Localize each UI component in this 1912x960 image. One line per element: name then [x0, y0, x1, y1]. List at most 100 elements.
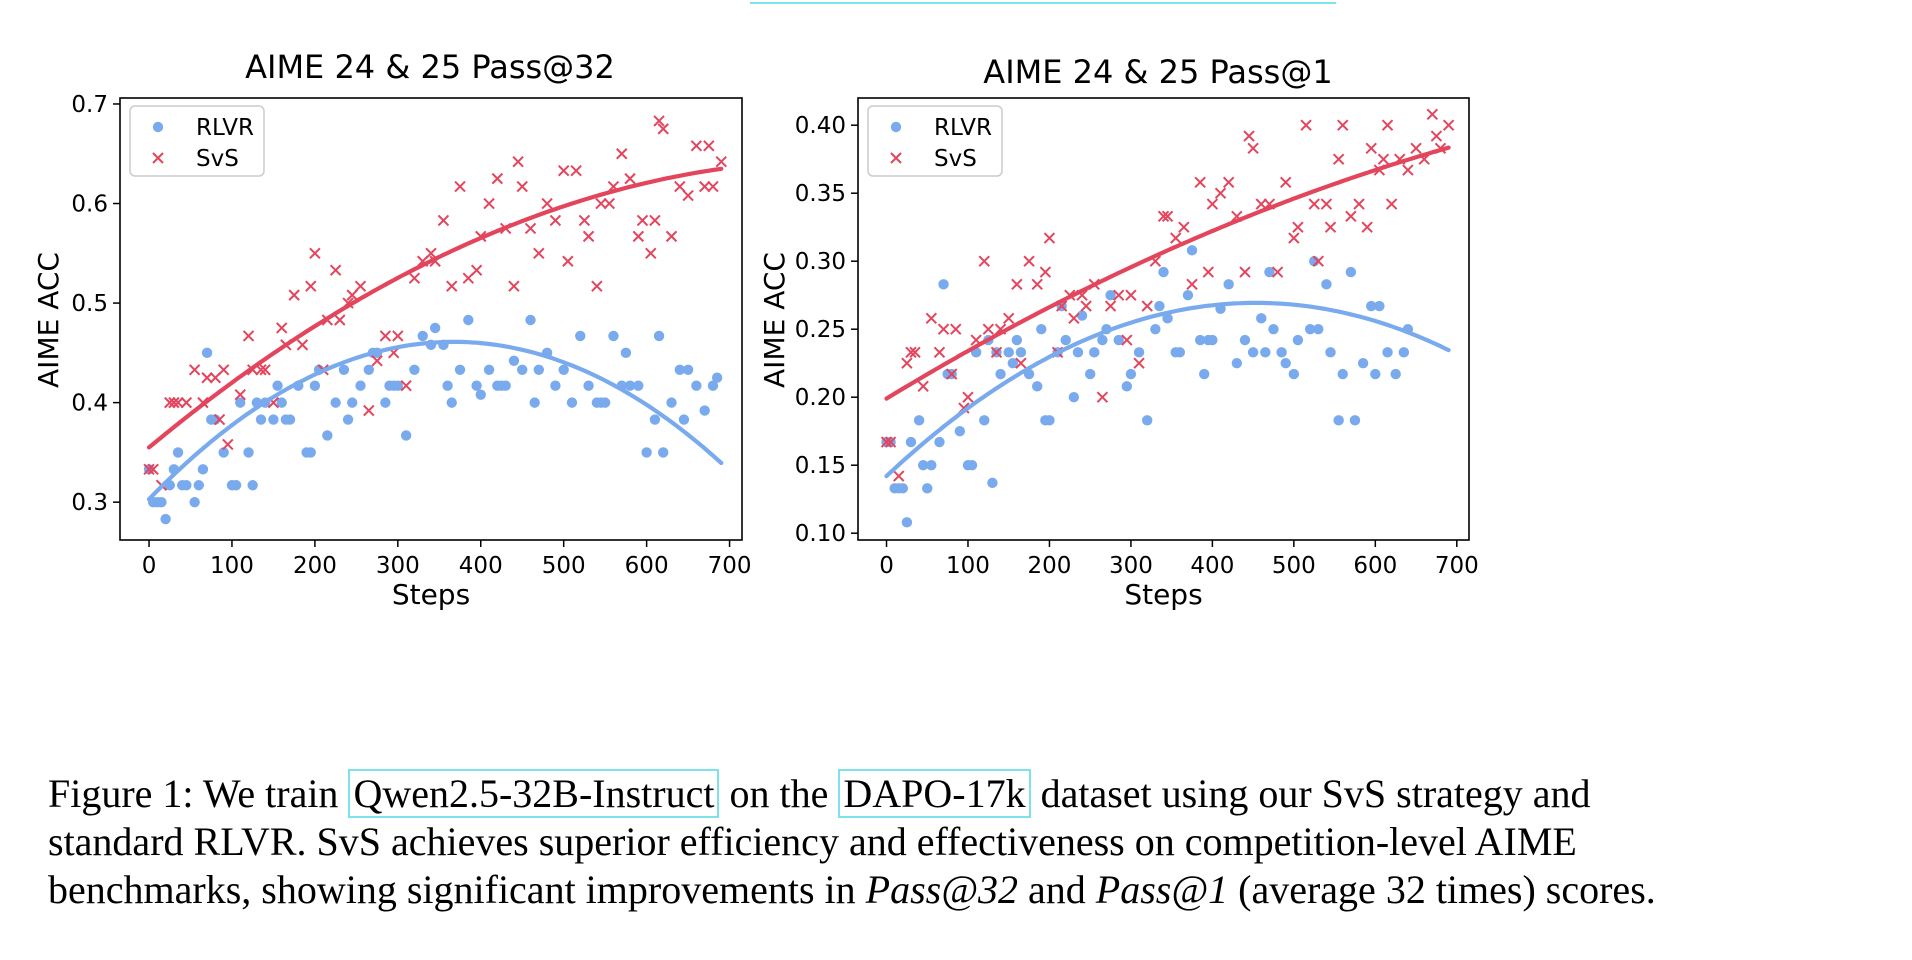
- data-point-rlvr: [922, 483, 933, 494]
- dataset-link[interactable]: DAPO-17k: [838, 769, 1031, 818]
- y-tick-label: 0.6: [71, 192, 108, 218]
- y-tick-label: 0.4: [71, 391, 108, 417]
- data-point-svs: [1255, 198, 1267, 210]
- data-point-svs: [1157, 210, 1170, 223]
- data-point-svs: [1410, 142, 1422, 155]
- data-point-svs: [595, 197, 607, 210]
- data-point-svs: [296, 339, 309, 351]
- series-svs: [143, 115, 727, 491]
- data-point-rlvr: [1231, 358, 1243, 369]
- data-point-rlvr: [934, 436, 945, 448]
- data-point-svs: [674, 180, 686, 193]
- data-point-rlvr: [1370, 368, 1381, 380]
- data-point-rlvr: [533, 364, 545, 375]
- data-point-rlvr: [483, 364, 495, 375]
- series-rlvr: [143, 314, 723, 525]
- data-point-svs: [242, 330, 255, 342]
- data-point-rlvr: [1366, 300, 1377, 312]
- data-point-svs: [508, 280, 520, 292]
- data-point-rlvr: [347, 397, 358, 408]
- data-point-svs: [1206, 198, 1219, 210]
- data-point-svs: [616, 148, 628, 160]
- legend-label-rlvr: RLVR: [196, 115, 254, 141]
- data-point-svs: [1011, 278, 1023, 291]
- data-point-rlvr: [500, 380, 511, 391]
- data-point-rlvr: [442, 380, 453, 391]
- data-point-rlvr: [1337, 368, 1348, 380]
- x-tick-label: 400: [1190, 553, 1234, 579]
- y-tick-label: 0.20: [795, 385, 846, 411]
- data-point-svs: [591, 280, 603, 292]
- data-point-rlvr: [917, 460, 929, 471]
- data-point-svs: [893, 470, 905, 482]
- data-point-svs: [1112, 289, 1125, 301]
- data-point-svs: [1239, 266, 1251, 278]
- data-point-svs: [172, 396, 184, 409]
- data-point-svs: [1003, 312, 1015, 325]
- data-point-svs: [1442, 119, 1455, 131]
- data-point-svs: [1104, 300, 1117, 312]
- data-point-svs: [901, 357, 913, 369]
- data-point-rlvr: [1182, 290, 1194, 301]
- data-point-svs: [1170, 232, 1182, 244]
- data-point-svs: [1178, 221, 1190, 233]
- data-point-svs: [937, 323, 950, 335]
- data-point-rlvr: [566, 397, 578, 408]
- data-point-rlvr: [1280, 358, 1291, 369]
- data-point-svs: [354, 280, 367, 292]
- y-tick-label: 0.40: [795, 113, 846, 139]
- data-point-rlvr: [1089, 347, 1100, 358]
- data-point-rlvr: [707, 380, 719, 391]
- data-point-rlvr: [658, 447, 669, 458]
- data-point-svs: [1324, 221, 1337, 233]
- data-point-rlvr: [1304, 324, 1316, 335]
- data-point-rlvr: [1374, 300, 1385, 312]
- data-point-svs: [491, 172, 504, 185]
- chart-title: AIME 24 & 25 Pass@1: [983, 53, 1332, 91]
- y-axis-label: AIME ACC: [758, 252, 791, 388]
- data-point-svs: [454, 180, 466, 193]
- data-point-rlvr: [1194, 334, 1206, 346]
- data-point-svs: [1308, 198, 1320, 210]
- data-point-rlvr: [508, 355, 520, 367]
- data-point-rlvr: [1313, 324, 1324, 335]
- data-point-svs: [884, 436, 897, 448]
- data-point-svs: [1365, 142, 1377, 155]
- x-tick-label: 700: [708, 553, 752, 579]
- data-point-rlvr: [218, 447, 229, 458]
- data-point-rlvr: [599, 397, 611, 408]
- x-tick-label: 500: [542, 553, 586, 579]
- data-point-rlvr: [666, 397, 677, 408]
- data-point-rlvr: [201, 347, 213, 359]
- data-point-rlvr: [1174, 347, 1185, 358]
- x-tick-label: 100: [210, 553, 254, 579]
- data-point-svs: [1271, 266, 1284, 278]
- x-axis-label: Steps: [1124, 578, 1202, 611]
- data-point-svs: [512, 156, 524, 168]
- data-point-rlvr: [1292, 334, 1304, 346]
- model-link[interactable]: Qwen2.5-32B-Instruct: [348, 769, 720, 818]
- data-point-svs: [933, 346, 946, 359]
- data-point-rlvr: [197, 464, 209, 475]
- data-point-svs: [1023, 255, 1035, 267]
- data-point-svs: [1015, 357, 1027, 369]
- caption-line-2: standard RLVR. SvS achieves superior eff…: [48, 819, 1577, 864]
- data-point-rlvr: [247, 480, 258, 491]
- data-point-svs: [880, 436, 893, 448]
- data-point-svs: [1430, 130, 1443, 142]
- data-point-svs: [180, 396, 193, 409]
- y-tick-label: 0.35: [795, 181, 846, 207]
- data-point-svs: [1161, 210, 1174, 223]
- data-point-rlvr: [1333, 415, 1344, 426]
- data-point-rlvr: [429, 322, 441, 334]
- x-tick-label: 0: [142, 553, 157, 579]
- legend-label-svs: SvS: [934, 146, 977, 172]
- data-point-rlvr: [674, 364, 685, 375]
- data-point-svs: [982, 323, 995, 335]
- caption-text: dataset using our SvS strategy and: [1030, 771, 1591, 816]
- legend-label-rlvr: RLVR: [934, 115, 992, 141]
- data-point-svs: [1243, 130, 1255, 142]
- data-point-svs: [557, 164, 570, 177]
- data-point-rlvr: [1007, 358, 1018, 369]
- legend-marker-rlvr: [152, 121, 164, 133]
